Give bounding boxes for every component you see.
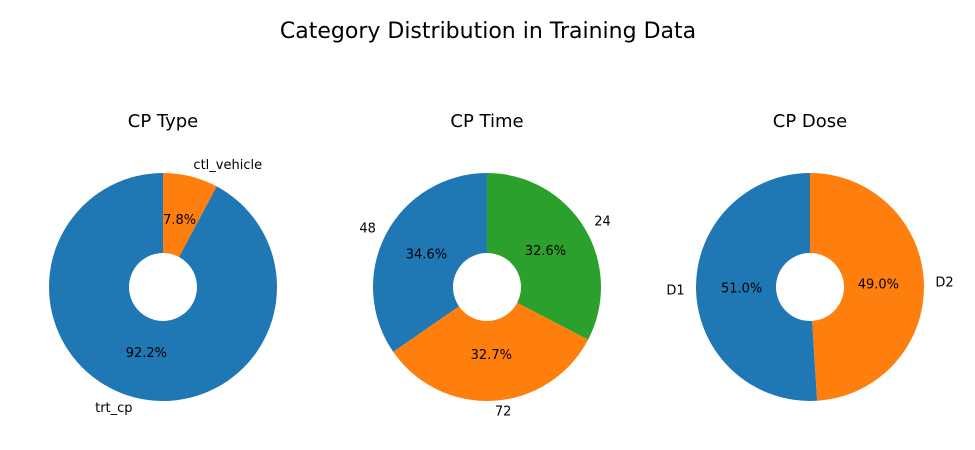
slice-percent-label: 51.0% bbox=[721, 282, 762, 297]
pie-slice bbox=[695, 173, 818, 402]
pie-slice bbox=[810, 173, 924, 401]
pie-slice bbox=[163, 173, 217, 258]
pie-cp-dose: CP Dose D1 51.0% D2 49.0% bbox=[666, 111, 954, 402]
slice-percent-label: 92.2% bbox=[126, 346, 167, 361]
slice-label: D1 bbox=[666, 283, 684, 298]
slice-label: D2 bbox=[935, 276, 953, 291]
slice-label: trt_cp bbox=[95, 401, 132, 416]
pie-slice bbox=[393, 302, 589, 401]
pie-cp-type: CP Type trt_cp 92.2% ctl_vehicle 7.8% bbox=[49, 111, 278, 416]
pie-cp-time: CP Time 48 34.6% 72 32.7% 24 32.6% bbox=[359, 111, 610, 420]
pie-slice bbox=[373, 173, 487, 352]
pie-title: CP Dose bbox=[773, 111, 847, 132]
pie-slice bbox=[487, 173, 601, 340]
pie-title: CP Time bbox=[450, 111, 523, 132]
slice-percent-label: 32.7% bbox=[471, 348, 512, 363]
slice-percent-label: 34.6% bbox=[406, 248, 447, 263]
slice-percent-label: 49.0% bbox=[858, 277, 899, 292]
figure-title: Category Distribution in Training Data bbox=[280, 19, 696, 44]
slice-percent-label: 7.8% bbox=[163, 213, 196, 228]
pie-slice bbox=[49, 173, 278, 401]
slice-label: 72 bbox=[495, 405, 512, 420]
pie-title: CP Type bbox=[128, 111, 199, 132]
slice-label: ctl_vehicle bbox=[193, 158, 262, 173]
slice-label: 24 bbox=[594, 214, 611, 229]
slice-label: 48 bbox=[359, 221, 376, 236]
slice-percent-label: 32.6% bbox=[525, 244, 566, 259]
